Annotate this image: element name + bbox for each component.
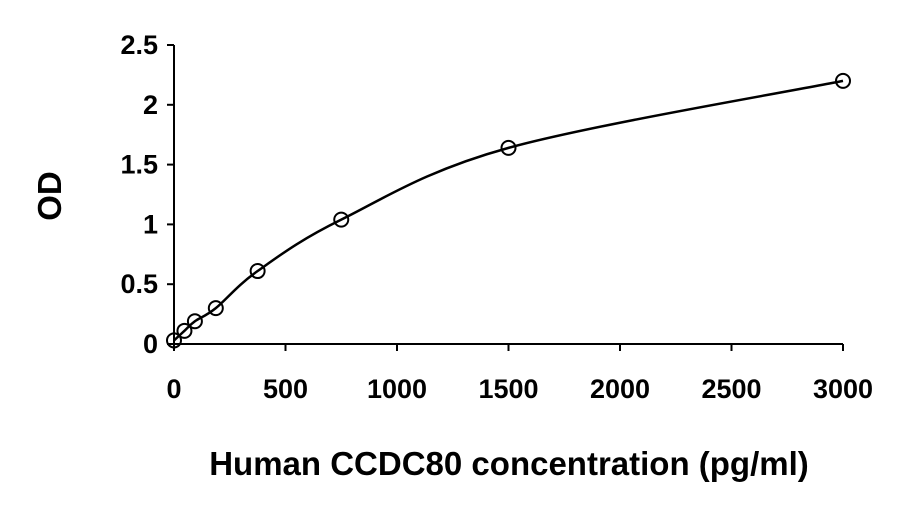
x-tick-label: 1500: [478, 374, 538, 404]
x-tick-label: 2500: [701, 374, 761, 404]
data-point: [333, 211, 350, 228]
data-point: [500, 139, 517, 156]
data-point: [166, 332, 182, 349]
y-axis-title: OD: [31, 171, 68, 221]
fit-curve: [173, 79, 844, 342]
y-axis: 0 0.5 1 1.5 2 2.5: [120, 30, 175, 359]
x-axis-title: Human CCDC80 concentration (pg/ml): [209, 445, 809, 482]
y-tick-label: 2.5: [120, 30, 158, 60]
data-point: [835, 72, 851, 89]
y-tick-label: 1: [143, 209, 158, 239]
y-tick-label: 0: [143, 329, 158, 359]
x-tick-label: 2000: [590, 374, 650, 404]
data-point: [176, 322, 193, 339]
x-tick-label: 0: [166, 374, 181, 404]
x-axis: 0 500 1000 1500 2000 2500 3000: [166, 343, 873, 404]
x-tick-label: 500: [263, 374, 308, 404]
x-tick-label: 1000: [367, 374, 427, 404]
data-points: [166, 72, 851, 349]
y-tick-label: 1.5: [120, 150, 158, 180]
y-tick-label: 0.5: [120, 269, 158, 299]
data-point: [186, 313, 203, 330]
data-point: [207, 300, 224, 317]
y-tick-label: 2: [143, 90, 158, 120]
data-point: [249, 263, 266, 280]
x-tick-label: 3000: [813, 374, 873, 404]
